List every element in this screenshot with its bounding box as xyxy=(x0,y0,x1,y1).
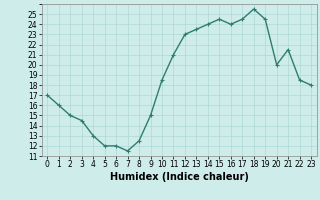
X-axis label: Humidex (Indice chaleur): Humidex (Indice chaleur) xyxy=(110,172,249,182)
